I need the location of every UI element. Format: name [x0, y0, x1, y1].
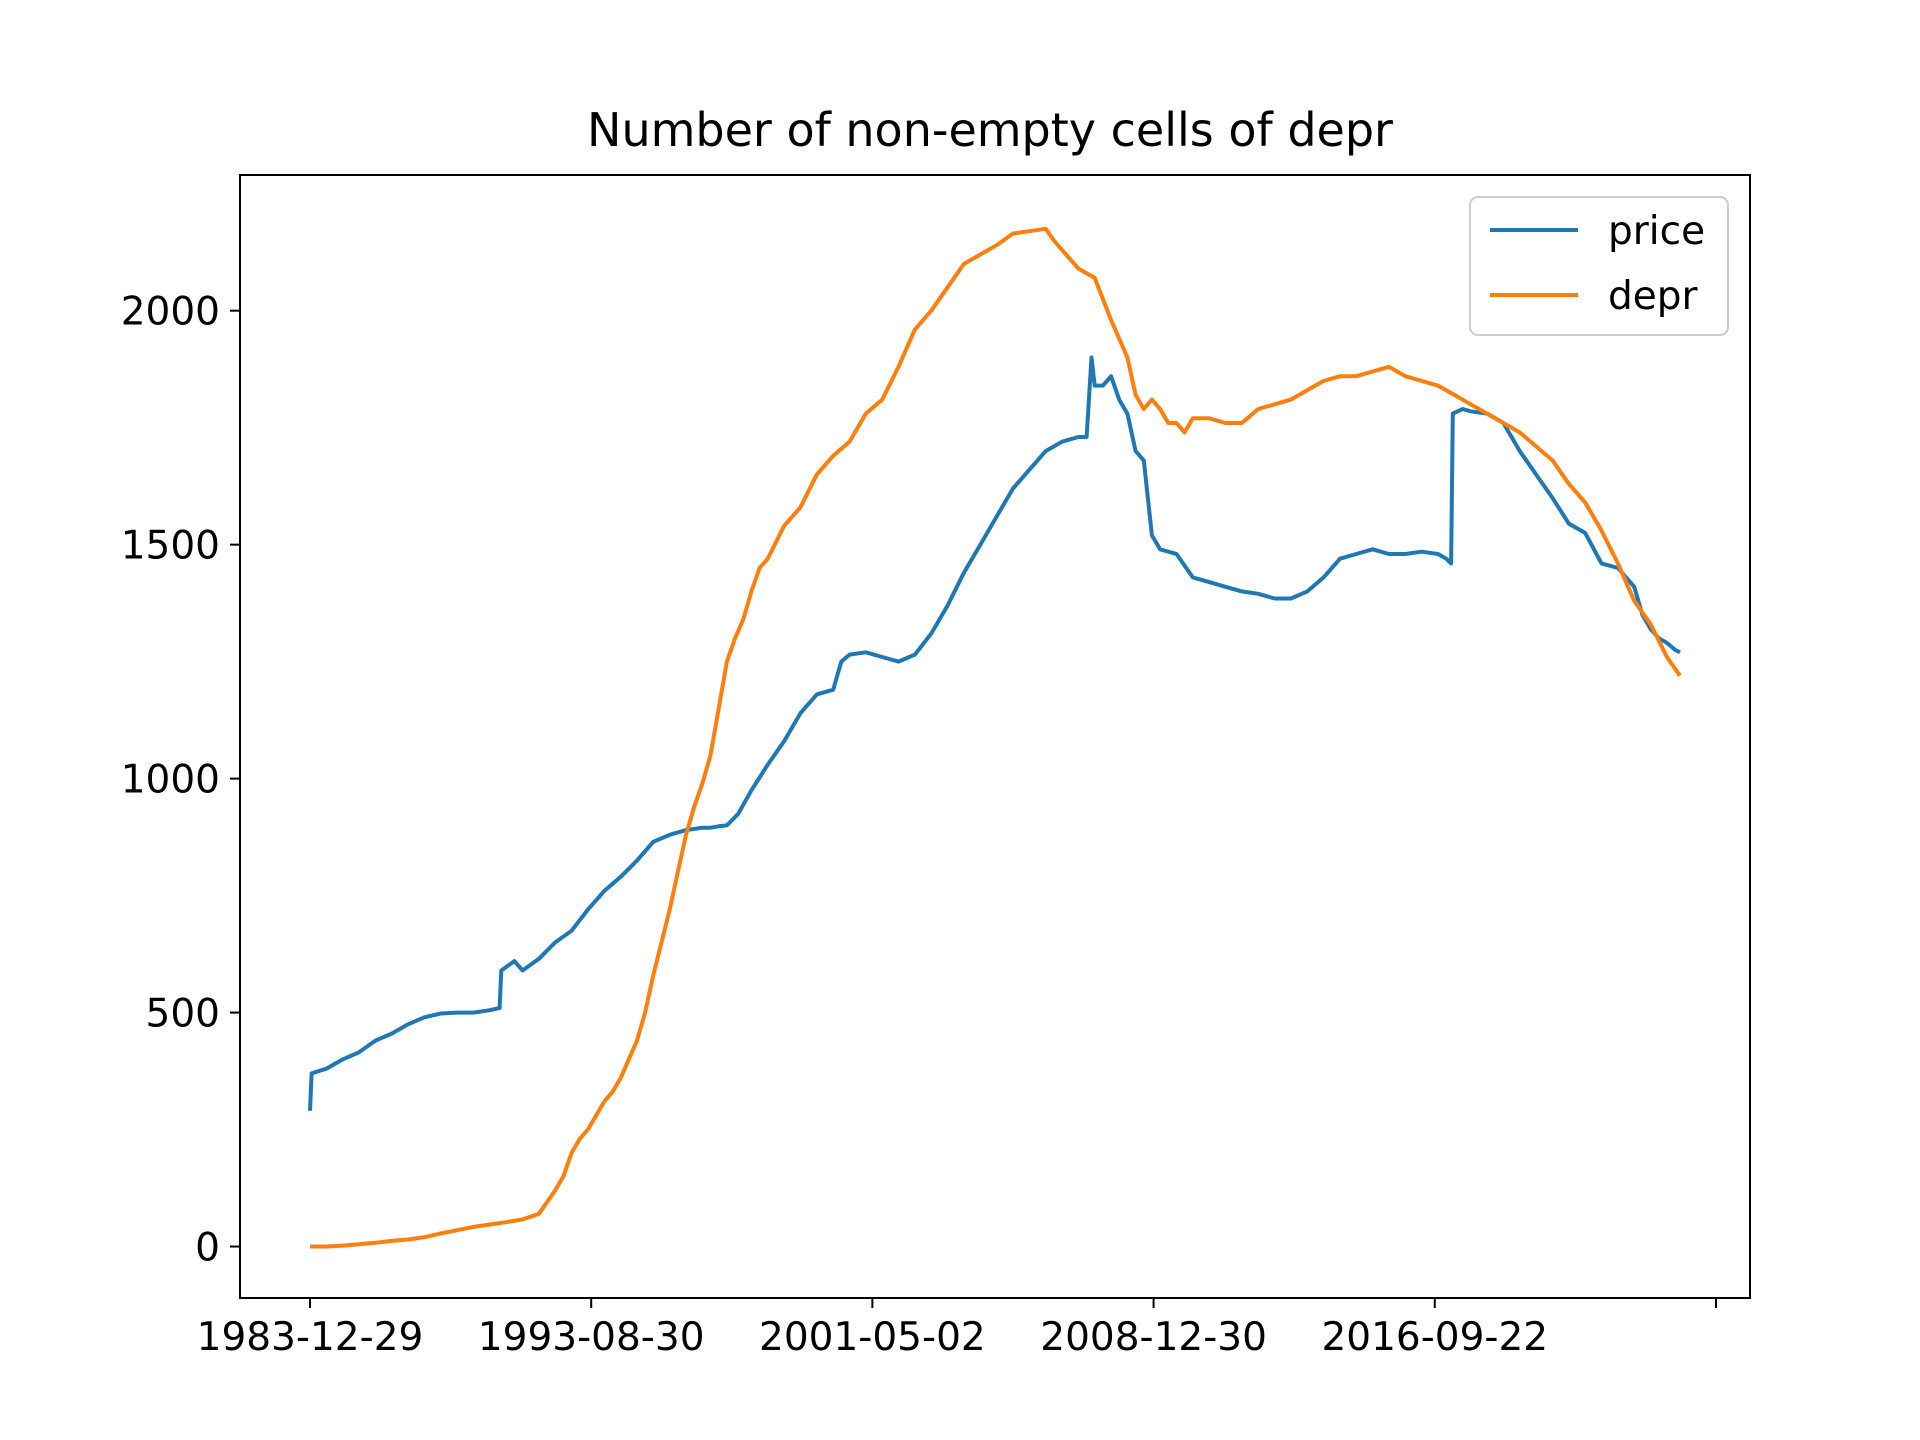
x-tick-label: 1983-12-29 — [197, 1315, 424, 1360]
legend-label-depr: depr — [1608, 274, 1699, 319]
y-tick-label: 1500 — [121, 524, 220, 569]
x-axis: 1983-12-29 1993-08-30 2001-05-02 2008-12-30… — [197, 1298, 1717, 1360]
x-tick-label: 1993-08-30 — [478, 1315, 705, 1360]
y-tick-label: 500 — [146, 992, 220, 1037]
series-line-price — [308, 355, 1681, 1111]
y-axis: 0 500 1000 1500 2000 — [121, 290, 240, 1271]
y-tick-label: 1000 — [121, 758, 220, 803]
x-tick-label: 2016-09-22 — [1321, 1315, 1548, 1360]
chart-title: Number of non-empty cells of depr — [587, 103, 1393, 157]
legend: price depr — [1469, 196, 1729, 336]
x-tick-label: 2001-05-02 — [759, 1315, 986, 1360]
plot-area-frame — [239, 174, 1751, 1299]
series-layer — [308, 226, 1682, 1249]
legend-label-price: price — [1608, 209, 1705, 254]
y-tick-label: 2000 — [121, 290, 220, 335]
y-tick-label: 0 — [195, 1226, 220, 1271]
x-tick-label: 2008-12-30 — [1040, 1315, 1267, 1360]
series-line-depr — [310, 226, 1682, 1249]
